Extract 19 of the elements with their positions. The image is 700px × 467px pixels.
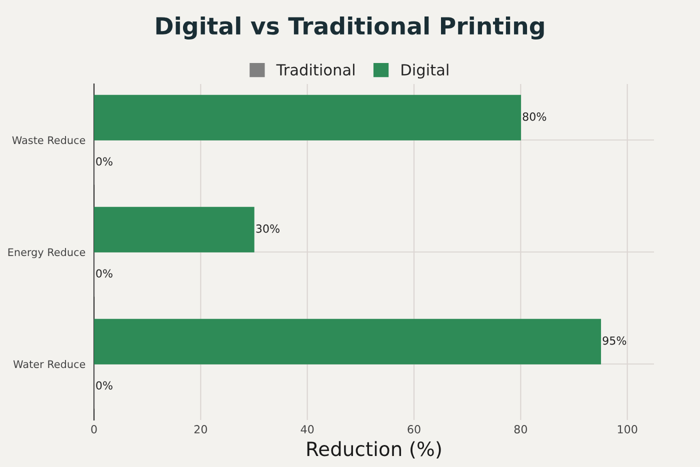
- data-label: 95%: [602, 336, 626, 345]
- x-tick-label: 80: [514, 425, 527, 434]
- x-tick-label: 20: [194, 425, 207, 434]
- x-tick-label: 40: [300, 425, 314, 434]
- x-axis-title: Reduction (%): [307, 441, 441, 459]
- data-label: 30%: [256, 224, 280, 233]
- y-tick-label: Water Reduce: [13, 360, 86, 368]
- legend-label: Digital: [402, 64, 448, 79]
- chart-title: Digital vs Traditional Printing: [156, 16, 544, 40]
- y-tick-label: Waste Reduce: [12, 136, 86, 144]
- data-label: 0%: [96, 381, 112, 390]
- x-tick-label: 0: [91, 425, 97, 434]
- data-label: 0%: [96, 157, 112, 166]
- data-label: 0%: [96, 269, 112, 278]
- data-label: 80%: [522, 112, 546, 121]
- x-tick-label: 100: [618, 425, 638, 434]
- legend-label: Traditional: [276, 64, 354, 76]
- x-tick-label: 60: [408, 425, 420, 434]
- y-tick-label: Energy Reduce: [8, 248, 86, 258]
